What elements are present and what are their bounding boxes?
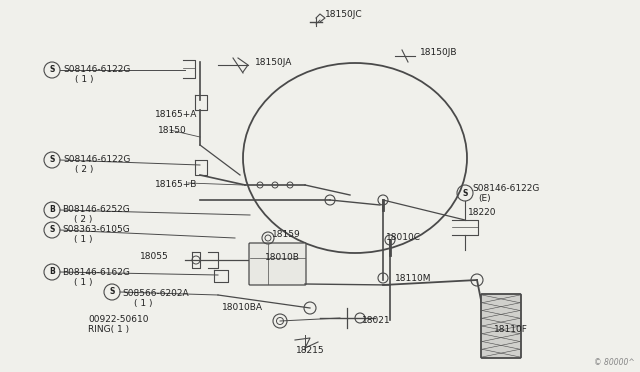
Text: 18165+B: 18165+B [155,180,197,189]
Text: 18150JA: 18150JA [255,58,292,67]
Text: 18150JC: 18150JC [325,10,363,19]
Text: 18010BA: 18010BA [222,303,263,312]
Text: S: S [49,155,54,164]
Text: 18220: 18220 [468,208,497,217]
Text: ( 1 ): ( 1 ) [74,235,93,244]
Text: © 80000^: © 80000^ [595,358,635,367]
Text: 18110M: 18110M [395,274,431,283]
FancyBboxPatch shape [481,294,521,358]
Text: 18021: 18021 [362,316,390,325]
Text: 18010B: 18010B [265,253,300,262]
Text: S08363-6105G: S08363-6105G [62,225,130,234]
Text: ( 2 ): ( 2 ) [74,215,92,224]
Text: 18150JB: 18150JB [420,48,458,57]
Text: S08566-6202A: S08566-6202A [122,289,189,298]
Text: B08146-6252G: B08146-6252G [62,205,130,214]
Text: RING( 1 ): RING( 1 ) [88,325,129,334]
Text: 18165+A: 18165+A [155,110,197,119]
Text: 00922-50610: 00922-50610 [88,315,148,324]
Text: (E): (E) [478,194,491,203]
Text: S: S [462,189,468,198]
Text: ( 2 ): ( 2 ) [75,165,93,174]
Text: ( 1 ): ( 1 ) [75,75,93,84]
Text: 18010C: 18010C [386,233,421,242]
Text: 18159: 18159 [272,230,301,239]
Text: 18110F: 18110F [494,325,528,334]
Text: S: S [49,65,54,74]
Text: ( 1 ): ( 1 ) [74,278,93,287]
Text: S08146-6122G: S08146-6122G [472,184,540,193]
FancyBboxPatch shape [249,243,306,285]
Text: 18215: 18215 [296,346,324,355]
Text: S: S [49,225,54,234]
Text: S08146-6122G: S08146-6122G [63,155,131,164]
Text: S08146-6122G: S08146-6122G [63,65,131,74]
Text: 18150: 18150 [158,126,187,135]
Text: B: B [49,205,55,215]
Text: B: B [49,267,55,276]
Text: S: S [109,288,115,296]
Text: B08146-6162G: B08146-6162G [62,268,130,277]
Text: 18055: 18055 [140,252,169,261]
Text: ( 1 ): ( 1 ) [134,299,152,308]
